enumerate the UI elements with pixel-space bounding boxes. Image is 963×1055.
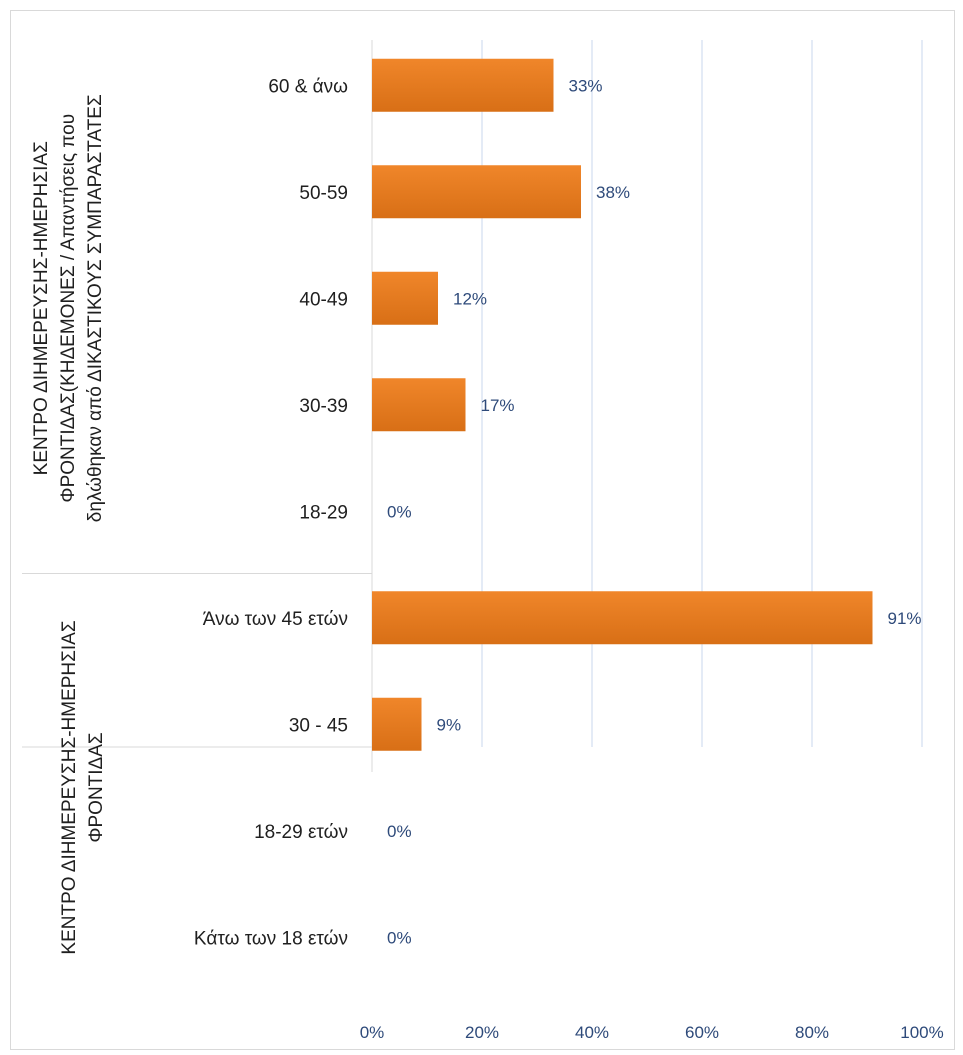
category-label: Κάτω των 18 ετών [194, 928, 348, 949]
x-tick-label: 100% [900, 1023, 943, 1042]
data-label: 17% [481, 396, 515, 415]
category-label: 30-39 [299, 396, 348, 417]
bar [372, 378, 466, 431]
category-axis: ΚΕΝΤΡΟ ΔΙΗΜΕΡΕΥΣΗΣ-ΗΜΕΡΗΣΙΑΣ ΦΡΟΝΤΙΔΑΣ(ΚΗ… [22, 40, 372, 955]
bar [372, 698, 422, 751]
category-label: Άνω των 45 ετών [203, 609, 348, 630]
x-tick-label: 60% [685, 1023, 719, 1042]
data-label: 91% [888, 609, 922, 628]
group-label-line: δηλώθηκαν από ΔΙΚΑΣΤΙΚΟΥΣ ΣΥΜΠΑΡΑΣΤΑΤΕΣ [85, 94, 106, 522]
group-label-line: ΦΡΟΝΤΙΔΑΣ [86, 732, 107, 842]
group-label-line: ΦΡΟΝΤΙΔΑΣ(ΚΗΔΕΜΟΝΕΣ / Απαντήσεις που [58, 114, 79, 503]
x-tick-label: 0% [360, 1023, 385, 1042]
data-label: 0% [387, 928, 412, 947]
x-tick-label: 40% [575, 1023, 609, 1042]
group-label: ΚΕΝΤΡΟ ΔΙΗΜΕΡΕΥΣΗΣ-ΗΜΕΡΗΣΙΑΣ ΦΡΟΝΤΙΔΑΣ(ΚΗ… [31, 94, 106, 522]
x-tick-label: 20% [465, 1023, 499, 1042]
data-label: 12% [453, 289, 487, 308]
bar [372, 272, 438, 325]
category-label: 18-29 [299, 502, 348, 523]
category-label: 18-29 ετών [254, 822, 348, 843]
bar [372, 165, 581, 218]
data-label: 0% [387, 502, 412, 521]
x-tick-label: 80% [795, 1023, 829, 1042]
group-label-line: ΚΕΝΤΡΟ ΔΙΗΜΕΡΕΥΣΗΣ-ΗΜΕΡΗΣΙΑΣ [31, 141, 52, 475]
data-label: 38% [596, 183, 630, 202]
group-label: ΚΕΝΤΡΟ ΔΙΗΜΕΡΕΥΣΗΣ-ΗΜΕΡΗΣΙΑΣ ΦΡΟΝΤΙΔΑΣ [59, 620, 107, 954]
category-label: 40-49 [299, 289, 348, 310]
data-label: 0% [387, 822, 412, 841]
group-label-line: ΚΕΝΤΡΟ ΔΙΗΜΕΡΕΥΣΗΣ-ΗΜΕΡΗΣΙΑΣ [59, 620, 80, 954]
bar [372, 59, 554, 112]
data-label: 9% [437, 715, 462, 734]
bar [372, 591, 873, 644]
category-label: 50-59 [299, 183, 348, 204]
data-label: 33% [569, 76, 603, 95]
category-label: 60 & άνω [268, 76, 348, 97]
category-label: 30 - 45 [289, 715, 348, 736]
labels: 0% 20% 40% 60% 80% 100% 60 & άνω 33% 50-59 38% 40-… [194, 76, 944, 1042]
bars [372, 59, 873, 751]
